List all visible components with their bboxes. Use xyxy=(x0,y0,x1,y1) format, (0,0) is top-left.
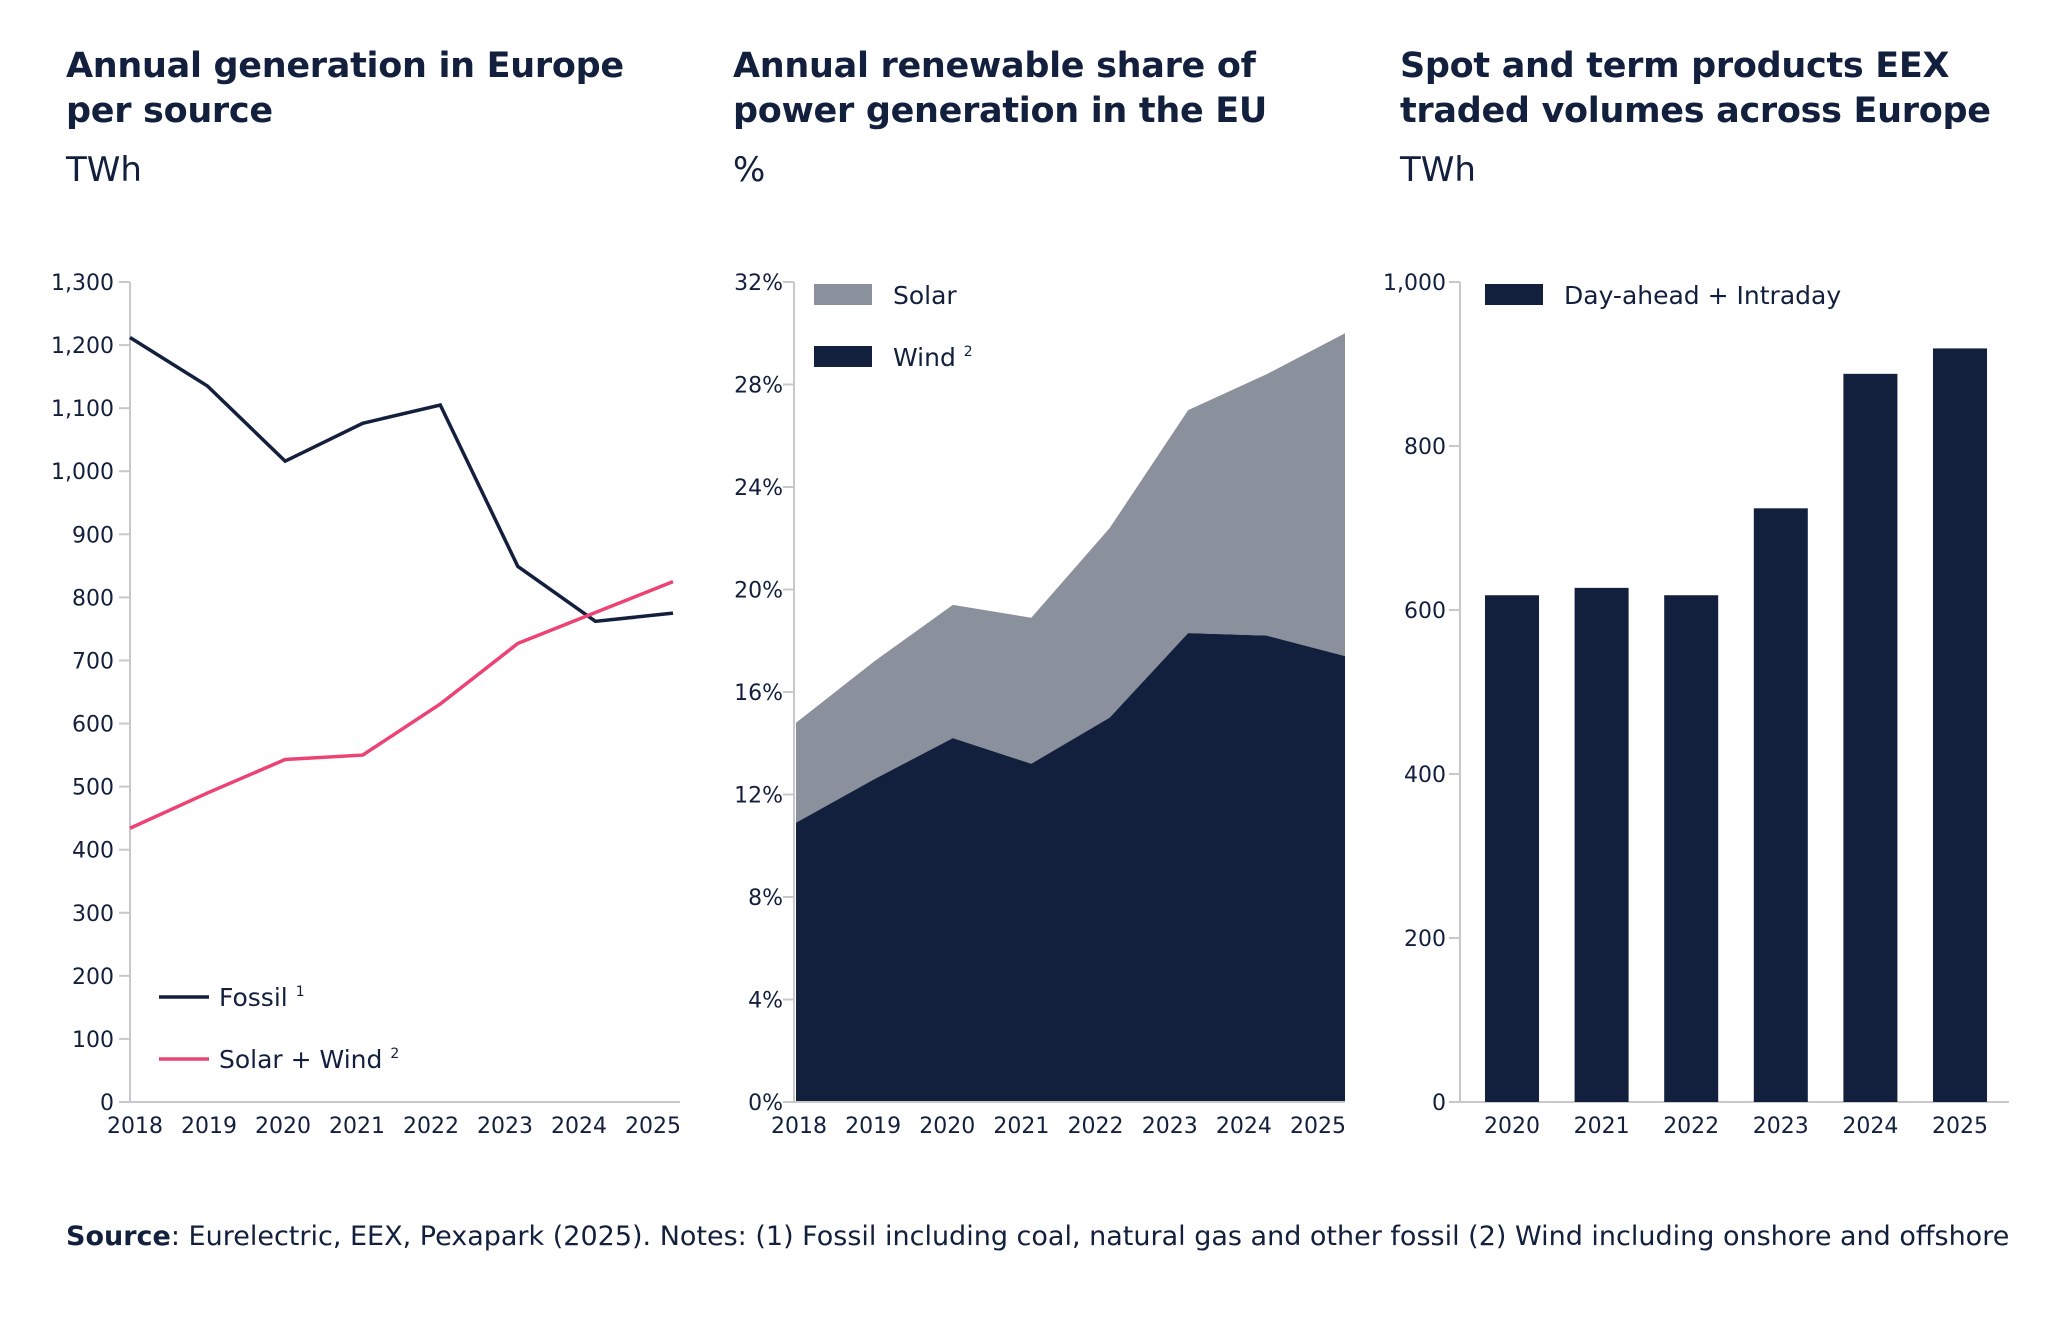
chart2-solar-area xyxy=(796,333,1345,823)
chart1-x-tick-label: 2022 xyxy=(403,1114,459,1139)
chart3-x-tick-label: 2022 xyxy=(1663,1114,1719,1139)
chart2-y-tick-label: 20% xyxy=(734,579,783,604)
chart1-x-tick-label: 2020 xyxy=(255,1114,311,1139)
chart1-y-tick-label: 0 xyxy=(100,1091,114,1116)
chart2-x-tick-label: 2022 xyxy=(1068,1114,1124,1139)
source-note: Source: Eurelectric, EEX, Pexapark (2025… xyxy=(66,1218,2016,1256)
chart2-x-tick-label: 2020 xyxy=(919,1114,975,1139)
chart1-y-tick-label: 200 xyxy=(72,965,114,990)
chart3-y-tick-label: 0 xyxy=(1432,1091,1446,1116)
chart3-title: Spot and term products EEX traded volume… xyxy=(1400,44,1991,134)
chart3-unit: TWh xyxy=(1400,150,1476,190)
chart1-x-tick-label: 2018 xyxy=(107,1114,163,1139)
chart3-y-tick-label: 1,000 xyxy=(1383,271,1446,296)
chart2-x-tick-label: 2024 xyxy=(1216,1114,1272,1139)
chart1-legend-solar-wind-label: Solar + Wind 2 xyxy=(219,1045,399,1074)
chart2-y-tick-label: 0% xyxy=(748,1091,783,1116)
chart3-title-line2: traded volumes across Europe xyxy=(1400,91,1991,131)
charts-canvas: 0 100 200 300 400 500 600 700 800 900 1,000 1,100 1,… xyxy=(51,271,2009,1139)
chart1-y-tick-label: 1,300 xyxy=(51,271,114,296)
chart3-legend-label: Day-ahead + Intraday xyxy=(1564,281,1841,310)
chart3-bar-2020 xyxy=(1485,595,1539,1102)
chart2-x-tick-label: 2018 xyxy=(771,1114,827,1139)
chart1-unit: TWh xyxy=(66,150,142,190)
chart2-y-tick-label: 8% xyxy=(748,886,783,911)
chart2-y-tick-label: 24% xyxy=(734,476,783,501)
chart3-x-tick-label: 2023 xyxy=(1753,1114,1809,1139)
chart1-title-line2: per source xyxy=(66,91,273,131)
chart2-legend-wind-label: Wind 2 xyxy=(893,343,973,372)
chart3-title-line1: Spot and term products EEX xyxy=(1400,46,1950,86)
chart1-y-tick-label: 1,200 xyxy=(51,334,114,359)
chart3-bar-chart: 0 200 400 600 800 1,000 2020 2021 2022 2023 2024 20… xyxy=(1383,271,2009,1139)
chart3-x-tick-label: 2024 xyxy=(1842,1114,1898,1139)
chart1-x-tick-label: 2024 xyxy=(551,1114,607,1139)
chart2-x-tick-label: 2019 xyxy=(845,1114,901,1139)
chart1-y-tick-label: 300 xyxy=(72,902,114,927)
chart2-y-tick-label: 4% xyxy=(748,989,783,1014)
chart2-legend-solar-swatch xyxy=(814,284,872,305)
chart2-area-chart: 0% 4% 8% 12% 16% 20% 24% 28% 32% 2018 2019 2020 2021… xyxy=(734,271,1346,1139)
chart2-title-line1: Annual renewable share of xyxy=(733,46,1256,86)
chart1-series-solar-wind-line xyxy=(129,579,674,830)
chart1-x-tick-label: 2023 xyxy=(477,1114,533,1139)
chart1-y-tick-label: 100 xyxy=(72,1028,114,1053)
chart1-x-tick-label: 2019 xyxy=(181,1114,237,1139)
chart1-y-tick-label: 1,100 xyxy=(51,397,114,422)
chart1-y-tick-label: 800 xyxy=(72,586,114,611)
chart3-x-tick-label: 2020 xyxy=(1484,1114,1540,1139)
chart2-x-tick-label: 2021 xyxy=(993,1114,1049,1139)
chart3-y-tick-label: 600 xyxy=(1404,599,1446,624)
chart1-y-tick-label: 1,000 xyxy=(51,460,114,485)
chart1-title: Annual generation in Europe per source xyxy=(66,44,624,134)
chart2-legend-solar-label: Solar xyxy=(893,281,957,310)
chart2-unit: % xyxy=(733,150,766,190)
chart3-y-tick-label: 200 xyxy=(1404,927,1446,952)
chart2-x-tick-label: 2023 xyxy=(1142,1114,1198,1139)
chart1-y-tick-label: 700 xyxy=(72,649,114,674)
chart2-y-tick-label: 16% xyxy=(734,681,783,706)
chart2-y-tick-label: 12% xyxy=(734,784,783,809)
chart2-y-tick-label: 28% xyxy=(734,374,783,399)
chart1-y-tick-label: 900 xyxy=(72,523,114,548)
chart3-bar-2022 xyxy=(1664,595,1719,1102)
chart1-legend-fossil-label: Fossil 1 xyxy=(219,983,305,1012)
chart2-x-tick-label: 2025 xyxy=(1290,1114,1346,1139)
chart1-line-chart: 0 100 200 300 400 500 600 700 800 900 1,000 1,100 1,… xyxy=(51,271,681,1139)
chart2-title: Annual renewable share of power generati… xyxy=(733,44,1267,134)
chart1-x-tick-label: 2021 xyxy=(329,1114,385,1139)
chart1-x-tick-label: 2025 xyxy=(625,1114,681,1139)
chart3-bar-2025 xyxy=(1933,348,1987,1102)
chart3-bar-2021 xyxy=(1574,587,1629,1102)
chart1-y-tick-label: 500 xyxy=(72,776,114,801)
chart3-bar-2024 xyxy=(1843,373,1898,1103)
chart3-x-tick-label: 2025 xyxy=(1932,1114,1988,1139)
chart1-series-fossil-line xyxy=(129,336,674,624)
chart3-legend-swatch xyxy=(1485,284,1543,305)
chart3-y-tick-label: 400 xyxy=(1404,763,1446,788)
chart1-y-tick-label: 400 xyxy=(72,839,114,864)
source-label: Source xyxy=(66,1221,171,1252)
chart1-y-tick-label: 600 xyxy=(72,713,114,738)
chart1-title-line1: Annual generation in Europe xyxy=(66,46,624,86)
chart2-y-tick-label: 32% xyxy=(734,271,783,296)
chart2-title-line2: power generation in the EU xyxy=(733,91,1268,131)
chart2-legend-wind-swatch xyxy=(814,346,872,367)
chart2-wind-area xyxy=(796,633,1345,1102)
chart3-y-tick-label: 800 xyxy=(1404,435,1446,460)
source-text: : Eurelectric, EEX, Pexapark (2025). Not… xyxy=(170,1221,2010,1252)
chart3-x-tick-label: 2021 xyxy=(1574,1114,1630,1139)
chart3-bar-2023 xyxy=(1753,508,1808,1102)
